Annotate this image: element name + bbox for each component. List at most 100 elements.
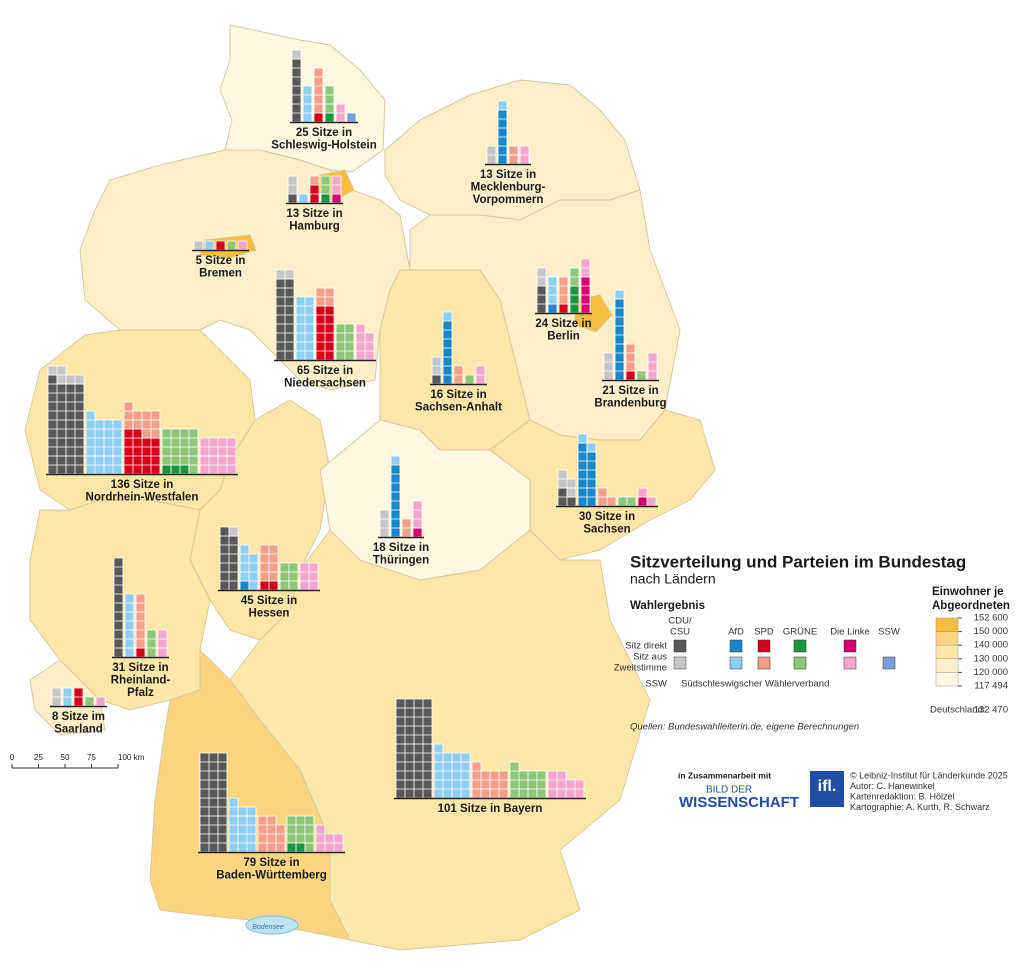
class-break-label: 152 600 [974, 613, 1008, 624]
list-seats [412, 500, 423, 529]
direct-seats [442, 320, 453, 385]
direct-seats [569, 285, 580, 314]
list-swatch [673, 656, 687, 670]
list-seats [577, 433, 597, 453]
state-label: 79 Sitze in [243, 857, 299, 869]
list-swatch [757, 656, 771, 670]
direct-seats [291, 58, 302, 123]
direct-seats [637, 496, 648, 507]
list-seats [228, 797, 257, 853]
direct-seats [47, 374, 85, 475]
state-label: Nordrhein-Westfalen [86, 492, 199, 504]
list-seats [379, 509, 390, 538]
state-label: Hessen [249, 608, 290, 620]
state-label: Pfalz [127, 687, 154, 699]
direct-seats [547, 303, 558, 314]
list-seats [228, 526, 239, 537]
list-seats [617, 496, 637, 507]
direct-seats [497, 109, 508, 165]
list-seats [431, 356, 442, 376]
direct-seats [431, 374, 442, 385]
partner-logo: WISSENSCHAFT [679, 794, 799, 811]
list-seats [47, 365, 85, 385]
direct-seats [199, 752, 228, 853]
list-seats [335, 323, 355, 361]
state-label: Schleswig-Holstein [271, 140, 376, 152]
list-seats [193, 240, 204, 251]
state-label: Niedersachsen [284, 378, 366, 390]
list-seats [346, 112, 357, 123]
state-label: 25 Sitze in [296, 127, 352, 139]
direct-seats [275, 278, 295, 361]
scale-label: 50 [61, 753, 70, 762]
state-label: 101 Sitze in Bayern [438, 803, 543, 815]
list-seats [625, 343, 636, 372]
row-label: Zweitstimme [614, 663, 667, 674]
list-seats [157, 629, 168, 658]
direct-swatch [793, 639, 807, 653]
party-name: CDU/ [668, 616, 692, 627]
list-seats [647, 352, 658, 381]
direct-seats [412, 527, 423, 538]
list-seats [95, 696, 106, 707]
list-seats [291, 49, 302, 60]
direct-seats [161, 464, 190, 475]
credit-line: Kartographie: A. Kurth, R. Schwarz [850, 802, 990, 812]
direct-seats [309, 184, 320, 204]
list-seats [146, 629, 157, 658]
list-seats [286, 815, 315, 853]
state-label: Vorpommern [473, 194, 544, 206]
list-seats [569, 267, 580, 287]
direct-seats [536, 285, 547, 314]
list-seats [124, 593, 135, 658]
list-seats [275, 269, 295, 280]
subtitle: nach Ländern [630, 571, 716, 587]
ifl-logo [810, 771, 844, 807]
direct-seats [580, 276, 591, 314]
credit-line: Autor: C. Hanewinkel [850, 781, 935, 791]
scale-label: 75 [87, 753, 96, 762]
list-seats [536, 267, 547, 287]
cooperation: in Zusammenarbeit mit [678, 770, 771, 780]
scale-bar: 0 25 50 75 100 km [10, 753, 145, 769]
source: Quellen: Bundeswahlleiterin.de, eigene B… [630, 722, 859, 733]
class-swatch [935, 658, 959, 673]
state-label: Berlin [547, 331, 580, 343]
lake [245, 915, 299, 935]
list-seats [313, 67, 324, 114]
direct-seats [219, 526, 239, 591]
state-label: Sachsen-Anhalt [415, 402, 502, 414]
note-abbr: SSW [645, 679, 667, 690]
direct-seats [313, 112, 324, 123]
list-seats [287, 175, 298, 195]
list-seats [237, 240, 248, 251]
direct-seats [320, 193, 331, 204]
row-label: Sitz aus [633, 652, 667, 663]
party-name: GRÜNE [783, 627, 817, 638]
party-name: Die Linke [830, 627, 870, 638]
list-seats [547, 276, 558, 305]
list-seats [84, 696, 95, 707]
list-seats [204, 240, 215, 251]
list-seats [324, 85, 335, 114]
direct-seats [577, 442, 597, 507]
state-label: Sachsen [583, 524, 630, 536]
state-label: 16 Sitze in [430, 389, 486, 401]
row-label: Sitz direkt [625, 641, 667, 652]
state-label: Brandenburg [594, 398, 666, 410]
list-seats [614, 289, 625, 300]
list-seats [497, 100, 508, 111]
list-seats [226, 240, 237, 251]
list-seats [315, 287, 335, 307]
class-swatch [935, 631, 959, 646]
list-seats [85, 410, 123, 475]
party-name: SSW [878, 627, 900, 638]
direct-seats [239, 580, 250, 591]
legend-heading: Wahlergebnis [630, 600, 705, 612]
list-seats [135, 593, 146, 649]
list-seats [401, 518, 412, 538]
class-break-label: 150 000 [974, 626, 1008, 637]
note-text: Südschleswigscher Wählerverband [681, 679, 829, 690]
list-seats [508, 145, 519, 165]
